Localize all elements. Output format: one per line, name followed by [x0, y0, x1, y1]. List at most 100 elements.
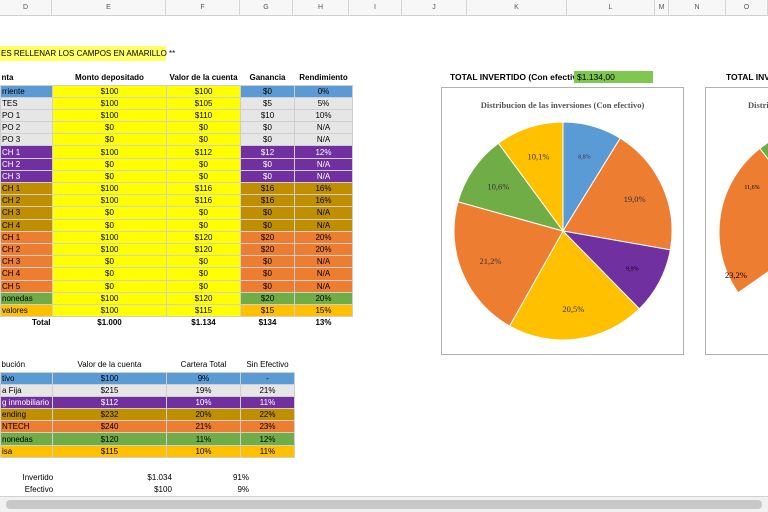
rendimiento-cell[interactable]: 12% — [294, 145, 353, 159]
ganancia-cell[interactable]: $5 — [240, 96, 295, 110]
valor-cell[interactable]: $120 — [166, 230, 241, 244]
column-header-e[interactable]: E — [52, 0, 166, 16]
valor-cell[interactable]: $115 — [166, 303, 241, 318]
account-label[interactable]: CH 1 — [0, 145, 53, 159]
column-header-i[interactable]: I — [349, 0, 402, 16]
sin-efectivo-cell[interactable]: 11% — [240, 395, 295, 410]
valor-cell[interactable]: $116 — [166, 181, 241, 196]
rendimiento-cell[interactable]: N/A — [294, 267, 353, 281]
total-valor[interactable]: $1.134 — [191, 318, 216, 328]
sin-efectivo-cell[interactable]: 12% — [240, 432, 295, 446]
monto-cell[interactable]: $100 — [52, 242, 167, 257]
rendimiento-cell[interactable]: N/A — [294, 255, 353, 269]
account-label[interactable]: CH 2 — [0, 157, 53, 171]
column-header-o[interactable]: O — [726, 0, 768, 16]
ganancia-cell[interactable]: $20 — [240, 230, 295, 244]
rendimiento-cell[interactable]: N/A — [294, 121, 353, 135]
horizontal-scrollbar[interactable] — [0, 496, 768, 512]
rendimiento-cell[interactable]: N/A — [294, 279, 353, 293]
rendimiento-cell[interactable]: 20% — [294, 242, 353, 257]
pie-slice[interactable] — [718, 147, 768, 294]
column-header-j[interactable]: J — [402, 0, 467, 16]
sin-efectivo-cell[interactable]: 11% — [240, 444, 295, 458]
valor-cell[interactable]: $115 — [52, 444, 167, 458]
distribution-label[interactable]: a Fija — [0, 383, 53, 397]
total-ganancia[interactable]: $134 — [258, 318, 277, 328]
ganancia-cell[interactable]: $20 — [240, 291, 295, 305]
summary-pct[interactable]: 9% — [237, 484, 249, 494]
monto-cell[interactable]: $100 — [52, 194, 167, 208]
account-label[interactable]: CH 4 — [0, 267, 53, 281]
monto-cell[interactable]: $100 — [52, 181, 167, 196]
monto-cell[interactable]: $0 — [52, 255, 167, 269]
monto-cell[interactable]: $100 — [52, 303, 167, 318]
rendimiento-cell[interactable]: 20% — [294, 230, 353, 244]
account-label[interactable]: CH 1 — [0, 181, 53, 196]
valor-cell[interactable]: $0 — [166, 279, 241, 293]
valor-cell[interactable]: $232 — [52, 408, 167, 422]
column-header-n[interactable]: N — [669, 0, 726, 16]
summary-label[interactable]: Invertido — [22, 472, 54, 482]
distribution-label[interactable]: g inmobiliario — [0, 395, 53, 410]
monto-cell[interactable]: $0 — [52, 218, 167, 232]
ganancia-cell[interactable]: $0 — [240, 121, 295, 135]
ganancia-cell[interactable]: $0 — [240, 218, 295, 232]
scrollbar-thumb[interactable] — [6, 500, 762, 509]
monto-cell[interactable]: $0 — [52, 169, 167, 184]
rendimiento-cell[interactable]: 16% — [294, 194, 353, 208]
ganancia-cell[interactable]: $0 — [240, 169, 295, 184]
summary-pct[interactable]: 91% — [232, 472, 249, 482]
sin-efectivo-cell[interactable]: - — [240, 371, 295, 385]
summary-label[interactable]: Efectivo — [24, 484, 54, 494]
column-header-l[interactable]: L — [567, 0, 655, 16]
account-label[interactable]: valores — [0, 303, 53, 318]
sin-efectivo-cell[interactable]: 22% — [240, 408, 295, 422]
rendimiento-cell[interactable]: N/A — [294, 157, 353, 171]
pie-chart-distribution-no-cash[interactable]: Distrib 11,6% 23,2% — [705, 87, 768, 355]
ganancia-cell[interactable]: $15 — [240, 303, 295, 318]
pie-chart-distribution[interactable]: Distribucion de las inversiones (Con efe… — [441, 87, 684, 355]
monto-cell[interactable]: $100 — [52, 108, 167, 123]
valor-cell[interactable]: $105 — [166, 96, 241, 110]
pie-slice[interactable] — [453, 201, 564, 327]
monto-cell[interactable]: $100 — [52, 230, 167, 244]
summary-valor[interactable]: $100 — [154, 484, 172, 494]
rendimiento-cell[interactable]: N/A — [294, 206, 353, 220]
ganancia-cell[interactable]: $0 — [240, 279, 295, 293]
ganancia-cell[interactable]: $16 — [240, 194, 295, 208]
valor-cell[interactable]: $112 — [166, 145, 241, 159]
monto-cell[interactable]: $0 — [52, 133, 167, 147]
rendimiento-cell[interactable]: N/A — [294, 169, 353, 184]
ganancia-cell[interactable]: $0 — [240, 84, 295, 98]
valor-cell[interactable]: $0 — [166, 121, 241, 135]
rendimiento-cell[interactable]: N/A — [294, 218, 353, 232]
valor-cell[interactable]: $120 — [52, 432, 167, 446]
valor-cell[interactable]: $0 — [166, 169, 241, 184]
total-label[interactable]: Total — [31, 318, 51, 328]
ganancia-cell[interactable]: $0 — [240, 206, 295, 220]
sin-efectivo-cell[interactable]: 21% — [240, 383, 295, 397]
valor-cell[interactable]: $112 — [52, 395, 167, 410]
valor-cell[interactable]: $120 — [166, 242, 241, 257]
cartera-cell[interactable]: 21% — [166, 420, 241, 434]
valor-cell[interactable]: $0 — [166, 255, 241, 269]
cartera-cell[interactable]: 20% — [166, 408, 241, 422]
account-label[interactable]: CH 5 — [0, 279, 53, 293]
monto-cell[interactable]: $0 — [52, 206, 167, 220]
ganancia-cell[interactable]: $0 — [240, 157, 295, 171]
valor-cell[interactable]: $0 — [166, 267, 241, 281]
ganancia-cell[interactable]: $20 — [240, 242, 295, 257]
pie-slice[interactable] — [457, 142, 565, 232]
total-monto[interactable]: $1.000 — [97, 318, 122, 328]
distribution-label[interactable]: tivo — [0, 371, 53, 385]
monto-cell[interactable]: $0 — [52, 267, 167, 281]
account-label[interactable]: CH 3 — [0, 255, 53, 269]
ganancia-cell[interactable]: $0 — [240, 267, 295, 281]
total-rendimiento[interactable]: 13% — [315, 318, 332, 328]
cartera-cell[interactable]: 11% — [166, 432, 241, 446]
column-header-m[interactable]: M — [655, 0, 669, 16]
sin-efectivo-cell[interactable]: 23% — [240, 420, 295, 434]
column-header-k[interactable]: K — [467, 0, 567, 16]
monto-cell[interactable]: $0 — [52, 121, 167, 135]
account-label[interactable]: PO 2 — [0, 121, 53, 135]
